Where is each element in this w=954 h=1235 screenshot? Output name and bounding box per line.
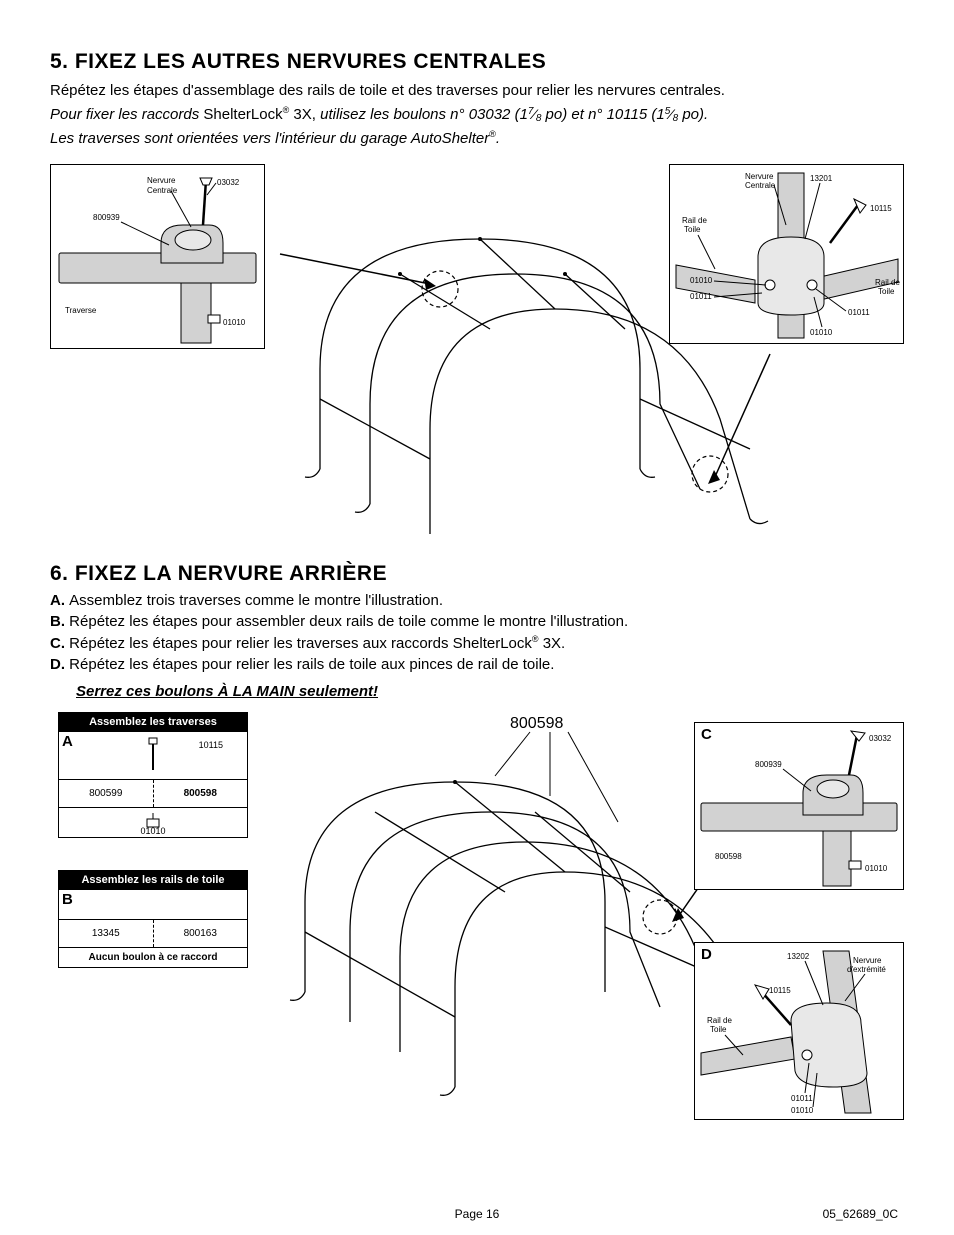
tighten-note: Serrez ces boulons À LA MAIN seulement! <box>76 683 904 700</box>
svg-text:01011: 01011 <box>848 308 870 317</box>
lbl-01010: 01010 <box>223 318 246 327</box>
detail-c: C 03032 800939 800598 01010 <box>694 722 904 890</box>
section-5-p1: Répétez les étapes d'assemblage des rail… <box>50 80 904 102</box>
svg-text:Rail de: Rail de <box>682 216 707 225</box>
svg-text:D: D <box>701 946 712 963</box>
svg-text:13202: 13202 <box>787 952 810 961</box>
detail-d: D 13202 Nervure d'extrémité 10115 Rail d… <box>694 942 904 1120</box>
svg-text:Rail de: Rail de <box>707 1016 732 1025</box>
svg-text:10115: 10115 <box>870 204 892 213</box>
svg-text:10115: 10115 <box>769 986 791 995</box>
svg-text:Centrale: Centrale <box>745 181 776 190</box>
section-6: 6. FIXEZ LA NERVURE ARRIÈRE A. Assemblez… <box>50 562 904 1142</box>
svg-text:Nervure: Nervure <box>745 172 774 181</box>
svg-text:Toile: Toile <box>684 225 701 234</box>
svg-text:03032: 03032 <box>869 734 892 743</box>
svg-text:Toile: Toile <box>878 287 895 296</box>
section-6-figure: Assemblez les traverses A 10115 800599 8… <box>50 712 904 1142</box>
footer-page-number: Page 16 <box>455 1207 500 1221</box>
svg-text:d'extrémité: d'extrémité <box>847 965 886 974</box>
svg-text:800939: 800939 <box>755 760 782 769</box>
step-b: B. Répétez les étapes pour assembler deu… <box>50 613 904 630</box>
section-5: 5. FIXEZ LES AUTRES NERVURES CENTRALES R… <box>50 50 904 534</box>
svg-text:Rail de: Rail de <box>875 278 900 287</box>
svg-text:01011: 01011 <box>791 1094 813 1103</box>
svg-text:Nervure: Nervure <box>853 956 882 965</box>
section-6-heading: 6. FIXEZ LA NERVURE ARRIÈRE <box>50 562 904 586</box>
svg-text:Toile: Toile <box>710 1025 727 1034</box>
svg-text:01010: 01010 <box>810 328 833 337</box>
section-5-figure: Nervure Centrale 03032 800939 Traverse 0… <box>50 164 904 534</box>
lbl-03032: 03032 <box>217 178 240 187</box>
step-a: A. Assemblez trois traverses comme le mo… <box>50 592 904 609</box>
svg-text:C: C <box>701 726 712 743</box>
step-c: C. Répétez les étapes pour relier les tr… <box>50 634 904 652</box>
section-5-p3: Les traverses sont orientées vers l'inté… <box>50 128 904 150</box>
footer-doc-id: 05_62689_0C <box>823 1207 898 1221</box>
step-d: D. Répétez les étapes pour relier les ra… <box>50 656 904 673</box>
svg-text:800598: 800598 <box>715 852 742 861</box>
lbl-traverse: Traverse <box>65 306 97 315</box>
lbl-800939: 800939 <box>93 213 120 222</box>
svg-text:01010: 01010 <box>865 864 888 873</box>
svg-text:01011: 01011 <box>690 292 712 301</box>
lbl-centrale: Centrale <box>147 186 178 195</box>
svg-text:01010: 01010 <box>690 276 713 285</box>
detail-5-right: Nervure Centrale 13201 10115 Rail de Toi… <box>669 164 904 344</box>
detail-5-left: Nervure Centrale 03032 800939 Traverse 0… <box>50 164 265 349</box>
lbl-nervure: Nervure <box>147 176 176 185</box>
section-5-heading: 5. FIXEZ LES AUTRES NERVURES CENTRALES <box>50 50 904 74</box>
lbl-800598-top: 800598 <box>510 715 563 732</box>
svg-text:01010: 01010 <box>791 1106 814 1115</box>
svg-text:13201: 13201 <box>810 174 833 183</box>
section-5-p2: Pour fixer les raccords ShelterLock® 3X,… <box>50 104 904 127</box>
